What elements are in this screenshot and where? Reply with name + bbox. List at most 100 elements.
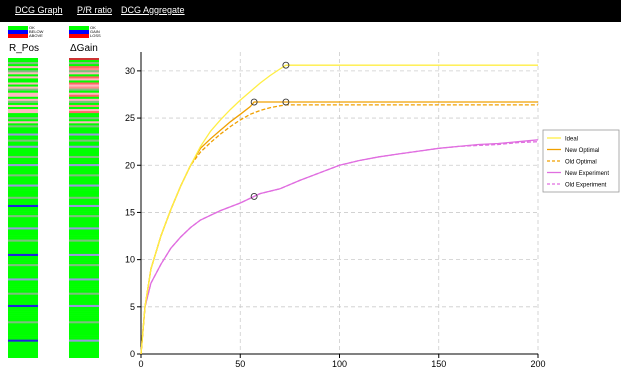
tab-dcg-aggregate[interactable]: DCG Aggregate: [121, 5, 185, 15]
strip-row: [8, 286, 38, 289]
strip-row: [69, 125, 99, 128]
strip-row: [69, 115, 99, 118]
strip-row: [8, 162, 38, 165]
y-tick-label: 10: [125, 255, 135, 265]
strip-row: [69, 62, 99, 65]
strip-row: [69, 294, 99, 298]
strip-row: [69, 145, 99, 149]
strip-row: [8, 245, 38, 249]
tab-dcg-graph[interactable]: DCG Graph: [15, 5, 63, 15]
strip-row: [69, 245, 99, 249]
strip-row: [69, 217, 99, 220]
strip-row: [69, 78, 99, 81]
strip-row: [8, 323, 38, 326]
strip-row: [69, 155, 99, 159]
strip-row: [69, 188, 99, 191]
strip-row: [69, 92, 99, 96]
strip-row: [8, 147, 38, 151]
strip-row: [8, 135, 38, 138]
delta-gain-strip: [69, 58, 99, 358]
strip-row: [8, 141, 38, 145]
x-tick-label: 150: [431, 359, 446, 369]
series-line-new-experiment: [140, 139, 539, 355]
strip-row: [69, 206, 99, 210]
strip-row: [69, 333, 99, 336]
strip-row: [8, 280, 38, 283]
strip-row: [69, 66, 99, 69]
strip-row: [8, 337, 38, 340]
strip-row: [8, 221, 38, 224]
strip-row: [8, 290, 38, 293]
strip-row: [69, 102, 99, 106]
strip-row: [8, 315, 38, 318]
rpos-title: R_Pos: [9, 43, 40, 54]
strip-row: [69, 94, 99, 98]
y-tick-label: 5: [130, 302, 135, 312]
legend-entry: Ideal: [565, 137, 578, 143]
y-tick-label: 30: [125, 66, 135, 76]
strip-row: [69, 353, 99, 357]
strip-row: [69, 170, 99, 173]
strip-row: [69, 147, 99, 151]
strip-row: [69, 264, 99, 267]
strip-row: [8, 231, 38, 234]
strip-row: [69, 162, 99, 165]
strip-row: [69, 153, 99, 157]
tab-pr-ratio[interactable]: P/R ratio: [77, 5, 113, 15]
strip-row: [69, 300, 99, 304]
strip-row: [8, 288, 38, 291]
strip-row: [8, 117, 38, 120]
strip-row: [8, 190, 38, 193]
strip-row: [69, 209, 99, 212]
strip-row: [69, 309, 99, 312]
strip-row: [8, 268, 38, 271]
strip-row: [69, 143, 99, 147]
strip-row: [69, 325, 99, 328]
strip-row: [8, 276, 38, 279]
strip-row: [8, 76, 38, 79]
y-tick-label: 20: [125, 160, 135, 170]
strip-row: [69, 149, 99, 153]
strip-row: [8, 106, 38, 110]
strip-row: [8, 239, 38, 242]
strip-row: [69, 315, 99, 318]
strip-row: [8, 349, 38, 353]
strip-row: [8, 115, 38, 118]
strip-row: [69, 339, 99, 342]
strip-row: [69, 213, 99, 216]
strip-row: [69, 268, 99, 271]
strip-row: [8, 294, 38, 298]
strip-row: [69, 166, 99, 169]
strip-row: [8, 317, 38, 320]
strip-row: [69, 202, 99, 206]
strip-row: [8, 123, 38, 126]
strip-row: [69, 137, 99, 140]
strip-row: [69, 247, 99, 251]
strip-row: [69, 180, 99, 183]
strip-row: [69, 262, 99, 265]
strip-row: [69, 235, 99, 238]
y-tick-label: 15: [125, 207, 135, 217]
strip-row: [8, 266, 38, 269]
strip-row: [8, 121, 38, 124]
strip-row: [8, 111, 38, 114]
strip-row: [69, 349, 99, 353]
strip-row: [69, 139, 99, 142]
legend-label-gain: GAIN: [90, 29, 100, 34]
strip-row: [8, 80, 38, 83]
strip-row: [69, 292, 99, 296]
strip-row: [8, 178, 38, 181]
strip-row: [8, 302, 38, 306]
strip-row: [69, 313, 99, 316]
strip-row: [8, 172, 38, 175]
legend-label-ok: OK: [90, 25, 96, 30]
strip-row: [8, 353, 38, 357]
strip-row: [69, 227, 99, 230]
strip-row: [69, 258, 99, 261]
strip-row: [8, 90, 38, 93]
strip-row: [69, 117, 99, 120]
strip-row: [69, 229, 99, 232]
strip-row: [69, 68, 99, 71]
strip-row: [69, 239, 99, 242]
strip-row: [69, 60, 99, 63]
